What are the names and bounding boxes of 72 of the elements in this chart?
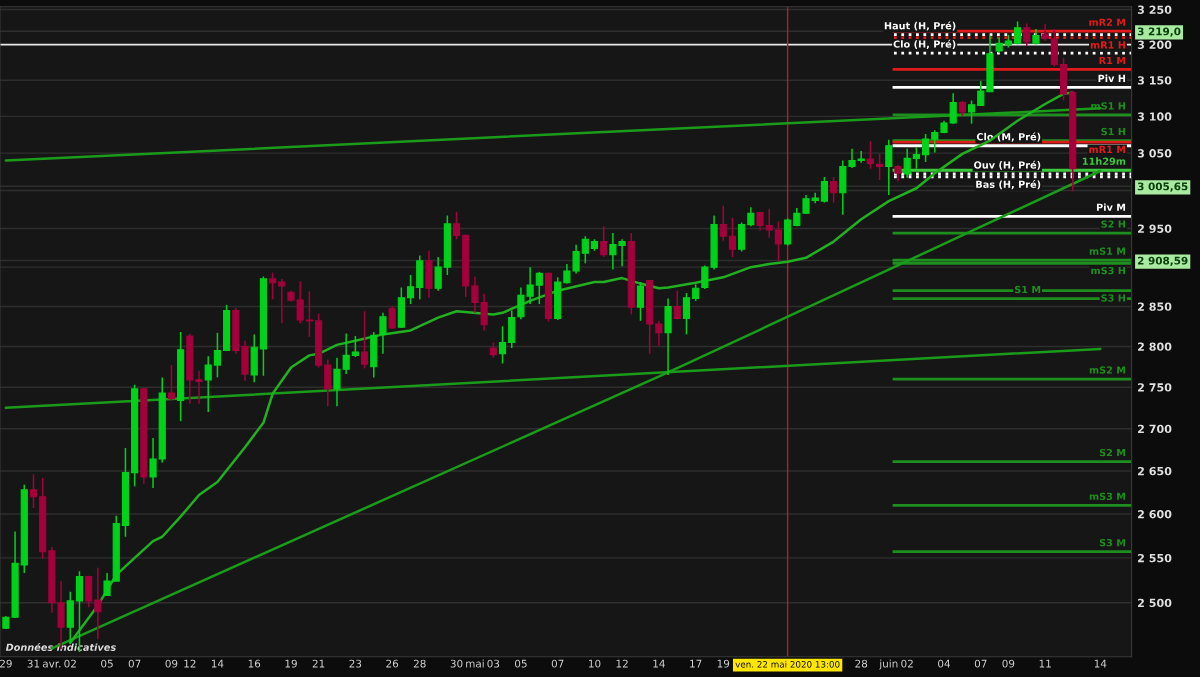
x-tick-label: 12 xyxy=(616,659,628,668)
x-tick-label: 19 xyxy=(717,659,730,668)
y-tick-label: 3 005,65 xyxy=(1137,182,1188,192)
ref-line-label: Haut (H, Pré) xyxy=(884,21,956,31)
x-tick-label: 14 xyxy=(1094,659,1107,668)
ref-line-label: R1 M xyxy=(1099,56,1126,64)
ref-line-label: S1 M xyxy=(1014,285,1041,294)
y-tick-label: 2 800 xyxy=(1138,342,1172,351)
ref-line-label: mS3 H xyxy=(1091,266,1126,275)
x-tick-label: 16 xyxy=(248,659,261,668)
x-tick-label: 31 xyxy=(27,659,40,668)
x-tick-label: 11 xyxy=(1039,659,1051,668)
ref-line-label: S3 H xyxy=(1101,294,1126,302)
x-tick-label: 03 xyxy=(487,659,500,668)
ref-line-label: S2 M xyxy=(1099,448,1126,457)
ref-line-label: mR2 M xyxy=(1089,18,1126,26)
x-tick-label: 07 xyxy=(551,659,564,668)
ref-line-label: Piv H xyxy=(1098,74,1126,82)
y-tick-label: 2 600 xyxy=(1138,510,1172,519)
ref-line-label: Bas (H, Pré) xyxy=(976,180,1041,190)
ref-line-label: 11h29m xyxy=(1082,157,1126,165)
y-tick-label: 2 500 xyxy=(1138,598,1172,608)
x-tick-label: 28 xyxy=(413,659,426,668)
ref-line-label: Piv M xyxy=(1096,203,1126,211)
x-tick-label: 07 xyxy=(128,659,141,668)
y-tick-label: 2 950 xyxy=(1138,224,1172,233)
x-tick-label: ven. 22 mai 2020 13:00 xyxy=(735,660,840,668)
x-tick-label: 14 xyxy=(653,659,665,668)
y-tick-label: 3 100 xyxy=(1137,112,1172,121)
x-tick-label: 21 xyxy=(312,659,325,668)
x-tick-label: 12 xyxy=(184,659,196,668)
x-tick-label: 04 xyxy=(938,659,951,668)
y-tick-label: 2 750 xyxy=(1138,383,1172,392)
ref-line-label: mS1 M xyxy=(1089,247,1126,255)
y-tick-label: 2 700 xyxy=(1138,424,1172,434)
ref-line-label: Clo (H, Pré) xyxy=(893,39,956,49)
y-tick-label: 2 850 xyxy=(1138,302,1172,311)
ref-line-label: mR1 M xyxy=(1089,145,1126,153)
x-tick-label: 17 xyxy=(690,659,702,668)
x-tick-label: 26 xyxy=(386,659,399,668)
x-tick-label: 05 xyxy=(101,659,113,668)
x-tick-label: 09 xyxy=(165,659,178,668)
x-tick-label: 07 xyxy=(974,659,987,668)
y-tick-label: 3 250 xyxy=(1137,5,1172,14)
ref-line-label: S1 H xyxy=(1101,127,1126,136)
ref-line-label: mR1 H xyxy=(1090,41,1126,49)
y-tick-label: 2 908,59 xyxy=(1137,256,1188,266)
y-tick-label: 3 050 xyxy=(1137,149,1172,158)
ref-line-label: mS3 M xyxy=(1089,492,1126,500)
x-tick-label: juin xyxy=(879,659,898,670)
x-tick-label: mai xyxy=(466,659,484,668)
y-tick-label: 3 150 xyxy=(1137,76,1172,85)
x-tick-label: 02 xyxy=(64,659,76,668)
x-tick-label: 14 xyxy=(211,659,224,668)
y-tick-label: 2 550 xyxy=(1138,553,1172,563)
ref-line-label: mS2 M xyxy=(1089,366,1126,374)
x-tick-label: 29 xyxy=(0,659,12,668)
ref-line-label: S3 M xyxy=(1099,539,1126,547)
x-tick-label: 28 xyxy=(855,659,868,668)
y-tick-label: 2 650 xyxy=(1138,466,1172,476)
x-tick-label: 19 xyxy=(285,659,297,668)
y-tick-label: 3 200 xyxy=(1137,40,1172,49)
x-tick-label: 02 xyxy=(901,659,913,668)
x-tick-label: 09 xyxy=(1002,659,1015,668)
x-tick-label: 23 xyxy=(349,659,362,668)
ref-line-label: S2 H xyxy=(1101,220,1126,228)
x-tick-label: 30 xyxy=(450,659,463,668)
x-tick-label: avr. xyxy=(42,661,61,668)
x-tick-label: 10 xyxy=(589,659,601,668)
y-tick-label: 3 219,0 xyxy=(1137,27,1181,37)
ref-line-label: Ouv (H, Pré) xyxy=(974,160,1041,170)
x-tick-label: 05 xyxy=(514,659,527,668)
